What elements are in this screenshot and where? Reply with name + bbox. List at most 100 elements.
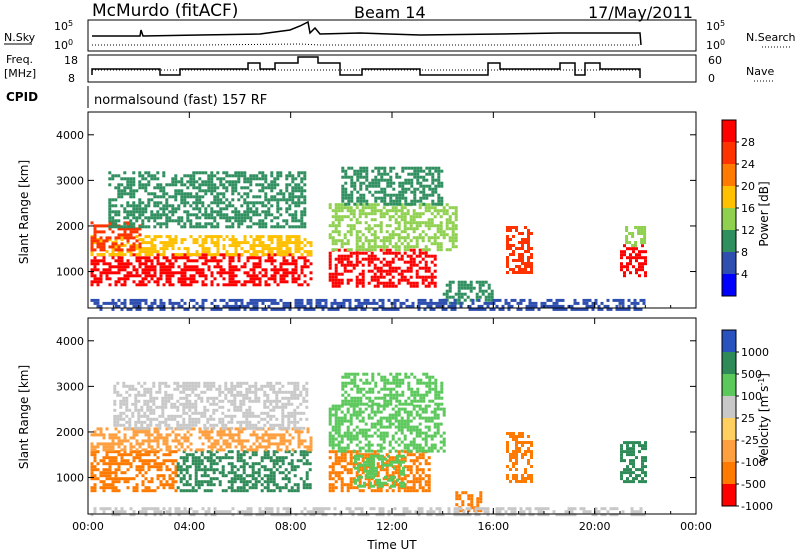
data-cell xyxy=(273,436,277,440)
data-cell xyxy=(99,242,103,246)
data-cell xyxy=(162,453,166,457)
data-cell xyxy=(349,471,353,475)
data-cell xyxy=(200,483,204,487)
data-cell xyxy=(143,414,147,418)
data-cell xyxy=(132,427,136,431)
data-cell xyxy=(179,390,183,394)
data-cell xyxy=(249,183,253,187)
data-cell xyxy=(445,203,449,207)
data-cell xyxy=(135,430,139,434)
data-cell xyxy=(279,238,283,242)
data-cell xyxy=(355,206,359,210)
data-cell xyxy=(108,477,112,481)
data-cell xyxy=(300,180,304,184)
data-cell xyxy=(125,399,129,403)
data-cell xyxy=(356,169,360,173)
data-cell xyxy=(176,384,180,388)
data-cell xyxy=(183,238,187,242)
data-cell xyxy=(416,166,420,170)
data-cell xyxy=(96,262,100,266)
data-cell xyxy=(518,232,521,235)
data-cell xyxy=(279,307,283,311)
data-cell xyxy=(219,307,223,311)
data-cell xyxy=(188,387,192,391)
data-cell xyxy=(168,486,172,490)
data-cell xyxy=(363,481,366,485)
data-cell xyxy=(114,462,118,466)
data-cell xyxy=(152,381,156,385)
data-cell xyxy=(135,268,139,272)
data-cell xyxy=(188,465,192,469)
data-cell xyxy=(261,253,265,257)
data-cell xyxy=(171,459,175,463)
data-cell xyxy=(302,456,306,460)
data-cell xyxy=(192,201,196,205)
data-cell xyxy=(350,196,354,200)
data-cell xyxy=(246,250,250,254)
data-cell xyxy=(531,307,535,311)
data-cell xyxy=(297,186,301,190)
data-cell xyxy=(269,426,273,430)
data-cell xyxy=(340,453,344,457)
data-cell xyxy=(412,263,416,267)
data-cell xyxy=(182,426,186,430)
data-cell xyxy=(135,456,139,460)
data-cell xyxy=(442,209,446,213)
data-cell xyxy=(219,207,223,211)
data-cell xyxy=(120,259,124,263)
data-cell xyxy=(129,177,133,181)
data-cell xyxy=(293,489,297,493)
data-cell xyxy=(176,387,180,391)
data-cell xyxy=(210,225,214,229)
data-cell xyxy=(236,453,240,457)
data-cell xyxy=(219,210,223,214)
data-cell xyxy=(159,483,163,487)
data-cell xyxy=(293,417,297,421)
data-cell xyxy=(297,204,301,208)
data-cell xyxy=(126,259,130,263)
data-cell xyxy=(188,405,192,409)
data-cell xyxy=(385,236,389,240)
data-cell xyxy=(132,201,136,205)
data-cell xyxy=(138,238,142,242)
data-cell xyxy=(287,402,291,406)
data-cell xyxy=(358,239,362,243)
data-cell xyxy=(281,459,285,463)
data-cell xyxy=(300,304,304,308)
data-cell xyxy=(290,390,294,394)
data-cell xyxy=(152,417,156,421)
data-cell xyxy=(206,396,210,400)
data-cell xyxy=(386,178,390,182)
data-cell xyxy=(159,183,163,187)
data-cell xyxy=(437,199,441,203)
data-cell xyxy=(376,224,380,228)
data-cell xyxy=(383,202,387,206)
data-cell xyxy=(248,387,252,391)
data-cell xyxy=(530,256,533,259)
data-cell xyxy=(267,213,271,217)
data-cell xyxy=(113,402,117,406)
colorbar-swatch xyxy=(722,230,736,253)
data-cell xyxy=(361,233,365,237)
data-cell xyxy=(361,275,365,279)
data-cell xyxy=(555,301,559,305)
data-cell xyxy=(230,462,234,466)
data-cell xyxy=(237,244,241,248)
data-cell xyxy=(423,301,427,305)
data-cell xyxy=(159,213,163,217)
data-cell xyxy=(146,423,150,427)
data-cell xyxy=(331,215,335,219)
data-cell xyxy=(398,190,402,194)
data-cell xyxy=(243,262,247,266)
data-cell xyxy=(427,284,431,288)
data-cell xyxy=(264,298,268,302)
data-cell xyxy=(102,242,106,246)
data-cell xyxy=(413,166,417,170)
data-cell xyxy=(303,304,307,308)
data-cell xyxy=(242,402,246,406)
data-cell xyxy=(371,184,375,188)
data-cell xyxy=(227,462,231,466)
data-cell xyxy=(515,247,518,250)
data-cell xyxy=(144,462,148,466)
data-cell xyxy=(192,304,196,308)
